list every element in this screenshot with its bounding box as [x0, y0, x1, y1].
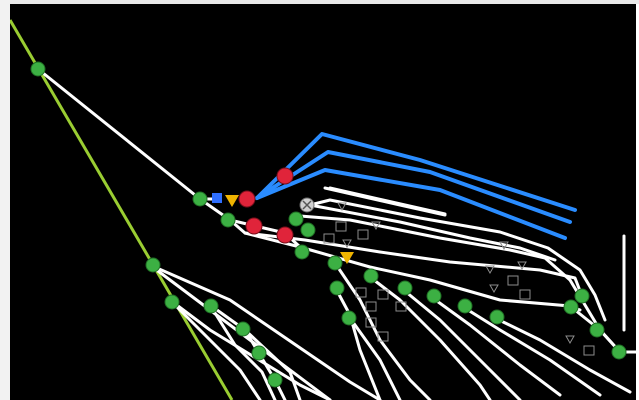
- platform-tracks: [255, 132, 577, 240]
- window-left-edge: [0, 0, 10, 400]
- outline-triangle-icon: [371, 221, 381, 231]
- outline-box-icon: [583, 345, 595, 356]
- outline-triangle-icon: [499, 241, 509, 251]
- green-node-icon[interactable]: [235, 321, 251, 337]
- green-node-icon[interactable]: [220, 212, 236, 228]
- green-node-icon[interactable]: [327, 255, 343, 271]
- red-signals[interactable]: [238, 167, 294, 244]
- outline-box-icon: [365, 317, 377, 328]
- outline-triangle-icon: [337, 202, 347, 212]
- outline-box-icon: [323, 233, 335, 244]
- outline-box-icon: [395, 301, 407, 312]
- red-signal-icon[interactable]: [276, 226, 294, 244]
- green-node-icon[interactable]: [300, 222, 316, 238]
- outline-box-icon: [365, 301, 377, 312]
- track-diagram-viewport[interactable]: [10, 4, 636, 400]
- gray-switches[interactable]: [299, 197, 315, 213]
- orange-triangle-icon: [225, 195, 239, 207]
- green-node-icon[interactable]: [288, 211, 304, 227]
- outline-box-icon: [519, 289, 531, 300]
- outline-box-icon: [377, 331, 389, 342]
- green-node-icon[interactable]: [145, 257, 161, 273]
- blue-markers: [212, 193, 222, 203]
- main-tracks: [36, 67, 636, 400]
- outline-box-icon: [377, 289, 389, 300]
- outline-box-icon: [335, 221, 347, 232]
- outline-box-icon: [355, 287, 367, 298]
- orange-markers: [225, 195, 354, 264]
- green-node-icon[interactable]: [611, 344, 627, 360]
- green-node-icon[interactable]: [164, 294, 180, 310]
- outline-triangle-icon: [517, 261, 527, 271]
- boundary-line: [10, 19, 234, 400]
- green-node-icon[interactable]: [341, 310, 357, 326]
- green-node-icon[interactable]: [203, 298, 219, 314]
- outline-triangle-icon: [489, 284, 499, 294]
- green-node-icon[interactable]: [563, 299, 579, 315]
- outline-triangle-icon: [565, 335, 575, 345]
- green-node-icon[interactable]: [426, 288, 442, 304]
- red-signal-icon[interactable]: [276, 167, 294, 185]
- red-signal-icon[interactable]: [245, 217, 263, 235]
- red-signal-icon[interactable]: [238, 190, 256, 208]
- green-nodes[interactable]: [30, 61, 627, 388]
- outline-box-icon: [357, 229, 369, 240]
- outline-box-icon: [507, 275, 519, 286]
- track-diagram-canvas[interactable]: [10, 4, 636, 400]
- outline-symbols: [323, 202, 595, 356]
- blue-square-icon: [212, 193, 222, 203]
- window-top-edge: [0, 0, 639, 4]
- orange-triangle-icon: [340, 252, 354, 264]
- green-node-icon[interactable]: [329, 280, 345, 296]
- green-node-icon[interactable]: [489, 309, 505, 325]
- green-node-icon[interactable]: [457, 298, 473, 314]
- gray-switch-cross: [302, 200, 312, 210]
- green-node-icon[interactable]: [574, 288, 590, 304]
- green-node-icon[interactable]: [30, 61, 46, 77]
- outline-triangle-icon: [485, 265, 495, 275]
- green-node-icon[interactable]: [251, 345, 267, 361]
- green-node-icon[interactable]: [397, 280, 413, 296]
- green-node-icon[interactable]: [294, 244, 310, 260]
- green-node-icon[interactable]: [363, 268, 379, 284]
- outline-triangle-icon: [342, 239, 352, 249]
- green-node-icon[interactable]: [192, 191, 208, 207]
- green-node-icon[interactable]: [589, 322, 605, 338]
- green-node-icon[interactable]: [267, 372, 283, 388]
